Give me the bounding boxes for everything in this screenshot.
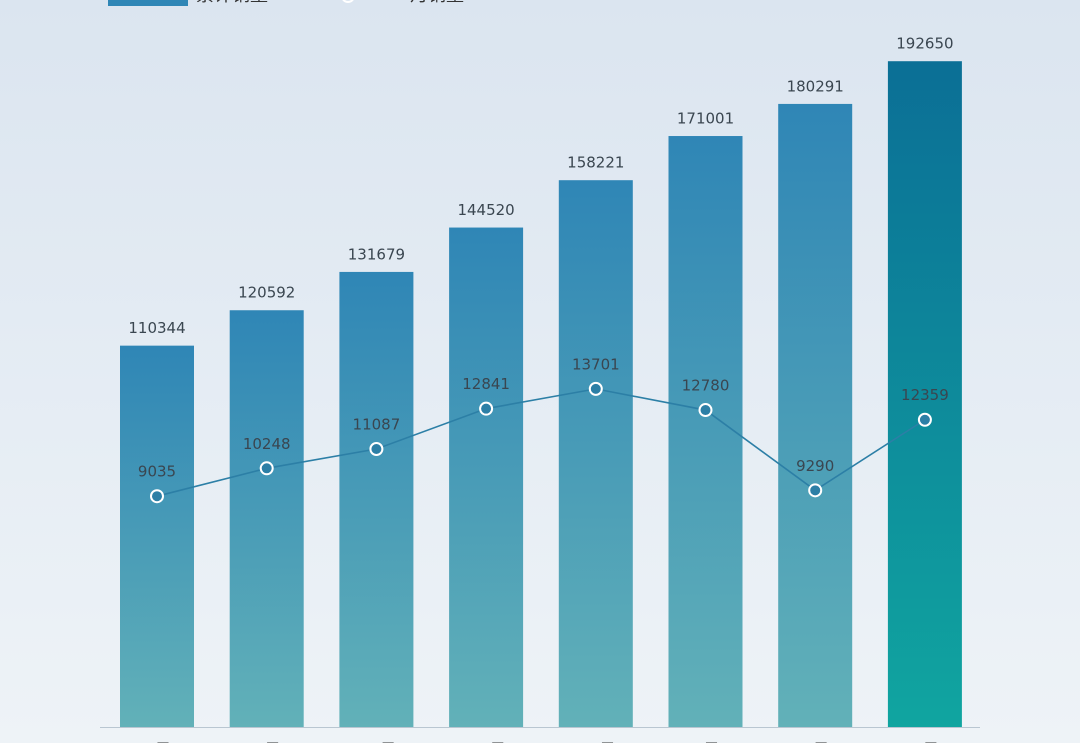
x-tick-label: 2月 <box>800 741 829 743</box>
line-marker <box>698 403 713 418</box>
x-tick-label: 10月 <box>356 741 397 743</box>
line-marker <box>588 381 603 396</box>
x-tick-label: 8月 <box>142 741 171 743</box>
bar <box>778 103 853 728</box>
bar-value-label: 171001 <box>677 110 734 128</box>
line-marker <box>917 412 932 427</box>
legend-label: 月销量 <box>410 0 464 6</box>
bar <box>229 310 304 727</box>
legend-swatch <box>108 0 188 6</box>
x-tick-label: 9月 <box>252 741 281 743</box>
bar-value-label: 144520 <box>457 201 514 219</box>
x-tick-label: 1月 <box>691 741 720 743</box>
bar <box>558 180 633 728</box>
line-marker <box>479 401 494 416</box>
bar <box>449 227 524 728</box>
bar <box>339 271 414 727</box>
line-value-label: 12841 <box>462 375 510 393</box>
bar-value-label: 158221 <box>567 154 624 172</box>
line-value-label: 9290 <box>796 457 834 475</box>
bar <box>668 136 743 727</box>
bar-value-label: 110344 <box>128 319 185 337</box>
line-marker <box>259 461 274 476</box>
line-value-label: 11087 <box>353 415 401 433</box>
line-value-label: 10248 <box>243 435 291 453</box>
line <box>156 388 926 497</box>
bar-value-label: 120592 <box>238 284 295 302</box>
x-tick-label: 3月 <box>910 741 939 743</box>
line-value-label: 13701 <box>572 355 620 373</box>
line-value-label: 12780 <box>682 377 730 395</box>
bar <box>887 61 962 727</box>
line-value-label: 12359 <box>901 386 949 404</box>
line-marker <box>808 483 823 498</box>
x-tick-label: 12月 <box>575 741 616 743</box>
bar-value-label: 131679 <box>348 245 405 263</box>
line-marker <box>369 441 384 456</box>
x-tick-label: 11月 <box>466 741 507 743</box>
bar-value-label: 192650 <box>896 35 953 53</box>
bar <box>120 345 194 727</box>
legend-marker <box>342 0 354 3</box>
line-value-label: 9035 <box>138 463 176 481</box>
line-marker <box>150 489 164 504</box>
bar-value-label: 180291 <box>787 77 844 95</box>
legend-label: 累计销量 <box>196 0 268 6</box>
